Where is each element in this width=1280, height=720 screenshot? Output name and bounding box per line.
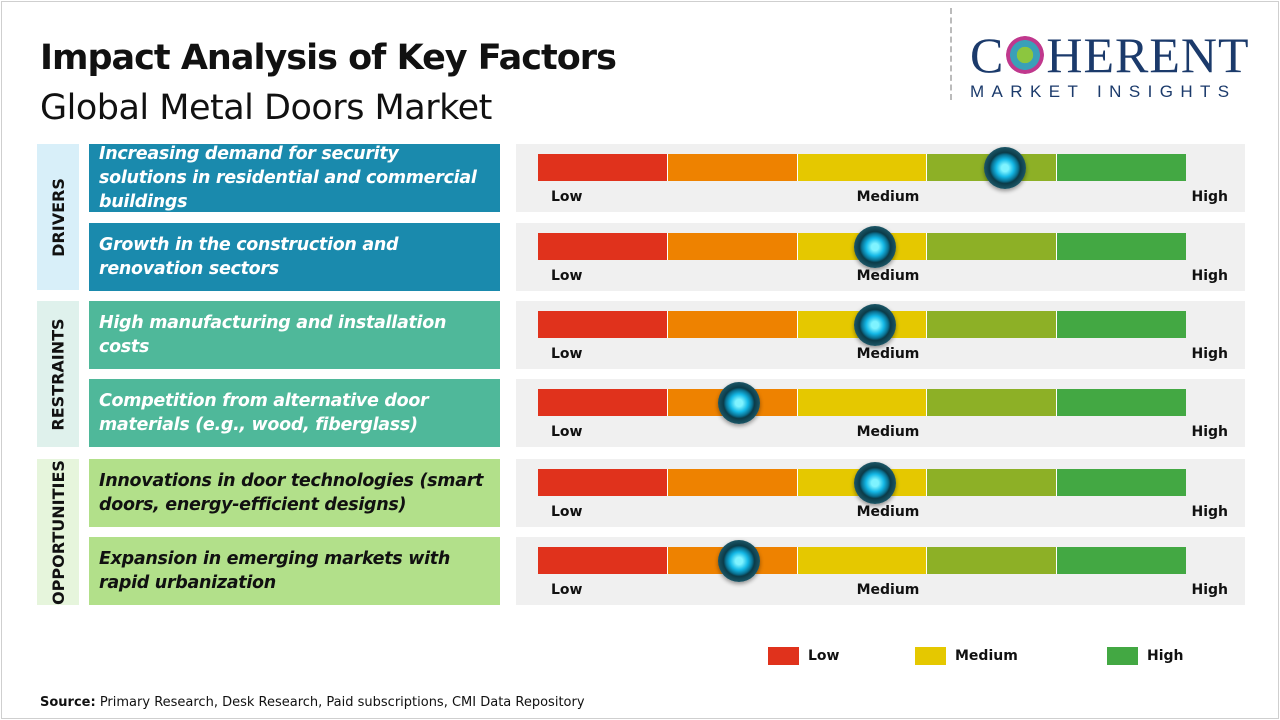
impact-gauge: Low Medium High xyxy=(516,537,1245,605)
legend-item: Low xyxy=(768,647,839,665)
gauge-segment xyxy=(667,311,798,338)
gauge-knob xyxy=(853,304,896,346)
impact-gauge: Low Medium High xyxy=(516,301,1245,369)
gauge-segment xyxy=(538,389,668,416)
scale-high: High xyxy=(1191,268,1228,284)
gauge-segment xyxy=(1057,154,1186,181)
gauge-segment xyxy=(538,311,668,338)
gauge-segment xyxy=(667,469,798,496)
gauge-segment xyxy=(1057,469,1186,496)
factor-label: Innovations in door technologies (smart … xyxy=(89,459,500,527)
impact-gauge: Low Medium High xyxy=(516,459,1245,527)
gauge-segment xyxy=(797,389,928,416)
scale-high: High xyxy=(1191,424,1228,440)
gauge-segment xyxy=(927,311,1058,338)
gauge-segment xyxy=(797,547,928,574)
logo: C HERENT MARKET INSIGHTS xyxy=(970,27,1250,101)
impact-gauge: Low Medium High xyxy=(516,144,1245,212)
scale-medium: Medium xyxy=(856,268,920,284)
category-label-opportunities: OPPORTUNITIES xyxy=(37,459,79,605)
scale-medium: Medium xyxy=(856,504,920,520)
gauge-segment xyxy=(1057,311,1186,338)
gauge-segment xyxy=(927,233,1058,260)
scale-high: High xyxy=(1191,504,1228,520)
source-note: Source: Primary Research, Desk Research,… xyxy=(40,695,585,710)
gauge-segment xyxy=(667,233,798,260)
legend-item: High xyxy=(1107,647,1184,665)
gauge-segment xyxy=(538,233,668,260)
scale-high: High xyxy=(1191,582,1228,598)
factor-label: Increasing demand for security solutions… xyxy=(89,144,500,212)
impact-gauge: Low Medium High xyxy=(516,379,1245,447)
gauge-knob xyxy=(717,540,760,582)
gauge-segment xyxy=(1057,389,1186,416)
scale-low: Low xyxy=(551,424,583,440)
gauge-segment xyxy=(927,389,1058,416)
page-title: Impact Analysis of Key Factors xyxy=(40,38,617,78)
scale-low: Low xyxy=(551,346,583,362)
factor-label: High manufacturing and installation cost… xyxy=(89,301,500,369)
factor-label: Expansion in emerging markets with rapid… xyxy=(89,537,500,605)
scale-low: Low xyxy=(551,268,583,284)
gauge-segment xyxy=(538,154,668,181)
scale-low: Low xyxy=(551,189,583,205)
gauge-knob xyxy=(853,462,896,504)
globe-icon xyxy=(1006,36,1045,74)
scale-medium: Medium xyxy=(856,346,920,362)
legend-item: Medium xyxy=(915,647,1018,665)
category-label-drivers: DRIVERS xyxy=(37,144,79,290)
gauge-segment xyxy=(927,547,1058,574)
scale-low: Low xyxy=(551,504,583,520)
scale-high: High xyxy=(1191,189,1228,205)
scale-high: High xyxy=(1191,346,1228,362)
gauge-segment xyxy=(797,154,928,181)
divider xyxy=(950,8,952,100)
gauge-knob xyxy=(853,226,896,268)
scale-medium: Medium xyxy=(856,582,920,598)
gauge-knob xyxy=(717,382,760,424)
gauge-segment xyxy=(667,154,798,181)
gauge-segment xyxy=(927,469,1058,496)
scale-medium: Medium xyxy=(856,189,920,205)
gauge-segment xyxy=(538,547,668,574)
category-label-restraints: RESTRAINTS xyxy=(37,301,79,447)
gauge-knob xyxy=(983,147,1026,189)
gauge-segment xyxy=(1057,547,1186,574)
gauge-segment xyxy=(538,469,668,496)
gauge-segment xyxy=(1057,233,1186,260)
factor-label: Competition from alternative door materi… xyxy=(89,379,500,447)
legend-swatch xyxy=(768,647,799,665)
page-subtitle: Global Metal Doors Market xyxy=(40,88,492,128)
impact-gauge: Low Medium High xyxy=(516,223,1245,291)
scale-low: Low xyxy=(551,582,583,598)
scale-medium: Medium xyxy=(856,424,920,440)
legend-swatch xyxy=(1107,647,1138,665)
factor-label: Growth in the construction and renovatio… xyxy=(89,223,500,291)
legend-swatch xyxy=(915,647,946,665)
